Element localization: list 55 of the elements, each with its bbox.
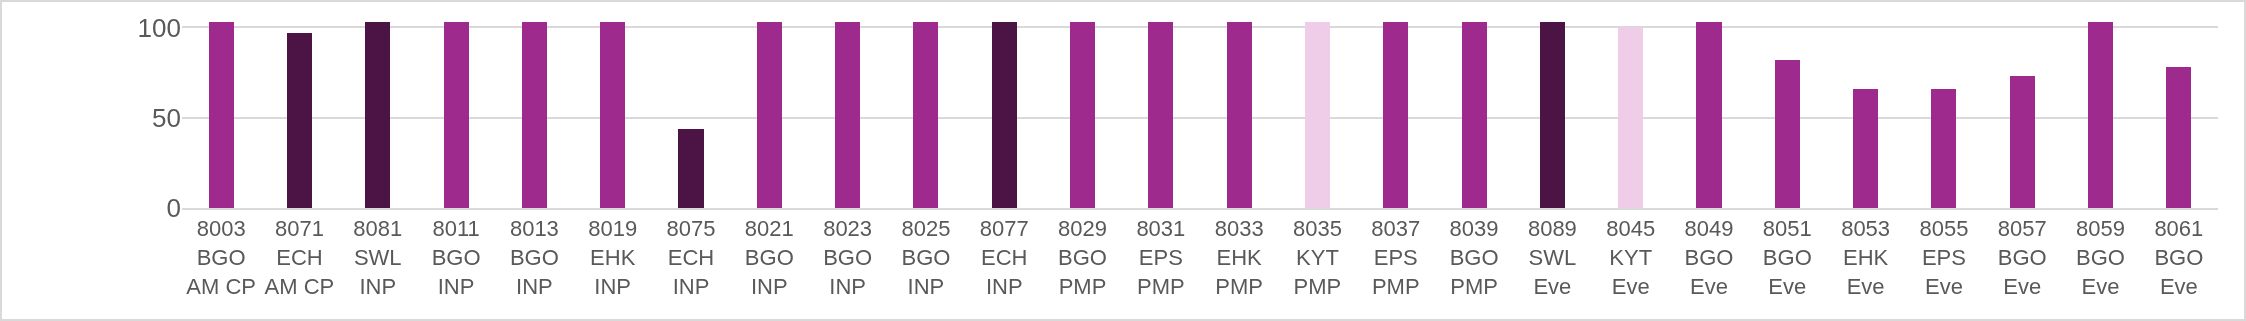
x-tick-label: 8049 BGO Eve (1684, 216, 1734, 299)
x-tick-label: 8055 EPS Eve (1919, 216, 1969, 299)
bar (913, 22, 939, 208)
x-tick-label: 8059 BGO Eve (2076, 216, 2126, 299)
bar (1931, 88, 1957, 208)
x-tick-label: 8011 BGO INP (431, 216, 481, 299)
bar (1618, 27, 1644, 208)
bar (1853, 88, 1879, 208)
y-tick-label: 0 (166, 193, 181, 224)
x-tick-label: 8033 EHK PMP (1214, 216, 1264, 299)
bar (208, 22, 234, 208)
x-tick-label: 8003 BGO AM CP (186, 216, 256, 299)
x-tick-label: 8061 BGO Eve (2154, 216, 2204, 299)
bar (365, 22, 391, 208)
x-tick-label: 8039 BGO PMP (1449, 216, 1499, 299)
y-tick-label: 100 (137, 12, 181, 43)
bar (1774, 59, 1800, 208)
bar (678, 128, 704, 208)
x-tick-label: 8019 EHK INP (588, 216, 638, 299)
y-tick-label: 50 (152, 102, 181, 133)
bar (600, 22, 626, 208)
bar (835, 22, 861, 208)
x-tick-label: 8035 KYT PMP (1292, 216, 1342, 299)
bar (443, 22, 469, 208)
bar (1070, 22, 1096, 208)
bar (2166, 67, 2192, 208)
x-tick-label: 8045 KYT Eve (1606, 216, 1656, 299)
bar (1461, 22, 1487, 208)
bar (756, 22, 782, 208)
x-tick-label: 8057 BGO Eve (1997, 216, 2047, 299)
bar (1383, 22, 1409, 208)
x-tick-label: 8053 EHK Eve (1841, 216, 1891, 299)
x-tick-label: 8025 BGO INP (901, 216, 951, 299)
bar (1696, 22, 1722, 208)
x-tick-label: 8071 ECH AM CP (264, 216, 335, 299)
x-tick-label: 8037 EPS PMP (1371, 216, 1421, 299)
bar (1539, 22, 1565, 208)
x-tick-label: 8089 SWL Eve (1527, 216, 1577, 299)
x-tick-label: 8023 BGO INP (823, 216, 873, 299)
x-tick-label: 8081 SWL INP (353, 216, 403, 299)
bar (2088, 22, 2114, 208)
bar (1226, 22, 1252, 208)
bar (286, 32, 312, 208)
x-tick-label: 8013 BGO INP (509, 216, 559, 299)
bar (1148, 22, 1174, 208)
x-tick-label: 8031 EPS PMP (1136, 216, 1186, 299)
bar (2009, 76, 2035, 208)
x-tick-label: 8077 ECH INP (979, 216, 1029, 299)
x-tick-label: 8029 BGO PMP (1058, 216, 1108, 299)
bar (521, 22, 547, 208)
bar (991, 22, 1017, 208)
x-tick-label: 8075 ECH INP (666, 216, 716, 299)
bar (1304, 22, 1330, 208)
x-tick-label: 8021 BGO INP (744, 216, 794, 299)
x-tick-label: 8051 BGO Eve (1762, 216, 1812, 299)
